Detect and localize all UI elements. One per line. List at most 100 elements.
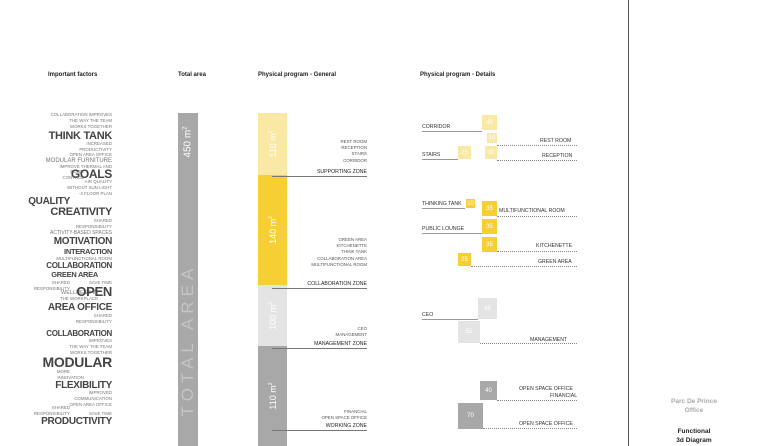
- factor-word: AIR QUALITY: [84, 179, 112, 184]
- total-area-value: 450 m2: [182, 126, 194, 158]
- factor-word: THE WAY THE TEAM: [69, 344, 112, 349]
- supporting-zone-title: SUPPORTING ZONE: [272, 169, 367, 177]
- collaboration-zone-bar: 140 m2: [258, 175, 287, 285]
- factor-word: INNOVATION: [57, 375, 84, 380]
- zone-item: COLLABORATION AREA: [317, 255, 367, 261]
- factor-word: PRODUCTIVITY: [41, 416, 112, 427]
- detail-label-open-space-financial: OPEN SPACE OFFICE: [519, 386, 573, 392]
- detail-box-rest-room: 10: [487, 133, 497, 143]
- detail-label-public-lounge: PUBLIC LOUNGE: [422, 226, 465, 232]
- factor-word: OPEN: [76, 284, 112, 299]
- factor-word: CONTROL: [62, 175, 84, 180]
- detail-box-reception: 30: [485, 146, 497, 159]
- factor-word: NOISE: [70, 169, 84, 174]
- factor-word: OPEN AREA OFFICE: [69, 152, 112, 157]
- detail-label-rest-room: REST ROOM: [540, 138, 572, 144]
- sidebar-divider: [628, 0, 629, 446]
- diagram-title-line: Functional: [677, 428, 711, 435]
- detail-box-stairs: 25: [458, 146, 471, 159]
- factor-word: CREATIVITY: [50, 206, 112, 218]
- detail-box-green-area: 25: [458, 253, 471, 266]
- header-program-general: Physical program - General: [258, 72, 337, 78]
- detail-leader-line: [483, 428, 577, 429]
- detail-label-ceo: CEO: [422, 312, 434, 318]
- detail-box-open-space-financial: 40: [480, 381, 497, 400]
- detail-leader-line: [497, 251, 577, 252]
- factor-word: THE WAY THE TEAM: [69, 118, 112, 123]
- factor-word: COLLABORATION IMPROVES: [50, 112, 112, 117]
- factor-word: PRODUCTIVITY: [79, 147, 112, 152]
- factor-word: WELLNESS IN: [61, 290, 98, 296]
- factor-word: COMMUNICATION: [74, 396, 112, 401]
- zone-item: CORRIDOR: [343, 157, 367, 163]
- detail-box-kitchenette: 35: [482, 237, 497, 252]
- detail-leader-line: [471, 266, 577, 267]
- collaboration-zone-title: COLLABORATION ZONE: [272, 281, 367, 289]
- factor-word: IMPROVES: [88, 338, 112, 343]
- factor-word: WORKS TOGETHER: [69, 350, 112, 355]
- factor-word: -2 FLOOR PLAN: [79, 191, 112, 196]
- factor-word: SHARED: [51, 405, 70, 410]
- detail-box-thinking-tank: 10: [466, 199, 475, 208]
- detail-box-public-lounge: 35: [482, 219, 497, 234]
- project-name-line: Parc De Prince: [671, 398, 717, 405]
- factor-word: WORKS TOGETHER: [69, 124, 112, 129]
- detail-label-multifunctional-room: MULTIFUNCTIONAL ROOM: [499, 208, 565, 214]
- zone-item: CEO: [357, 326, 367, 331]
- detail-underline: [422, 319, 478, 320]
- project-name: Parc De Prince Office: [643, 397, 745, 415]
- detail-leader-line: [497, 400, 577, 401]
- diagram-title: Functional 3d Diagram: [643, 427, 745, 445]
- detail-label-thinking-tank: THINKING TANK: [422, 201, 462, 207]
- project-name-line: Office: [684, 407, 704, 414]
- zone-item: FINANCIAL: [344, 409, 367, 414]
- factor-word: SHARED: [93, 218, 112, 223]
- factor-word: RESPONSIBILITY: [33, 411, 70, 416]
- detail-box-management: 55: [458, 321, 480, 343]
- working-zone-items: FINANCIAL OPEN SPACE OFFICE: [255, 409, 367, 421]
- factor-word: WITHOUT SUN LIGHT: [66, 185, 112, 190]
- detail-label-kitchenette: KITCHENETTE: [536, 243, 573, 249]
- detail-label-open-space-office: OPEN SPACE OFFICE: [519, 421, 573, 427]
- factor-word: IMPROVED: [88, 390, 112, 395]
- detail-leader-line: [497, 160, 577, 161]
- factor-word: MODULAR: [42, 354, 113, 370]
- factor-word: FLEXIBILITY: [55, 380, 112, 391]
- zone-item: KITCHENETTE: [336, 243, 368, 249]
- factor-word: RESPONSIBILITY: [33, 286, 70, 291]
- working-zone-title: WORKING ZONE: [272, 423, 367, 431]
- factors-word-cloud: COLLABORATION IMPROVES THE WAY THE TEAM …: [0, 0, 150, 446]
- collaboration-zone-items: GREEN AREA KITCHENETTE THINK TANK COLLAB…: [255, 237, 367, 268]
- management-zone-title: MANAGEMENT ZONE: [272, 341, 367, 349]
- header-important-factors: Important factors: [48, 72, 98, 78]
- zone-item: STAIRS: [351, 151, 367, 157]
- detail-label-stairs: STAIRS: [422, 152, 441, 158]
- factor-word: COLLABORATION: [46, 261, 112, 270]
- total-area-label: TOTAL AREA: [178, 263, 197, 417]
- header-program-details: Physical program - Details: [420, 72, 496, 78]
- factor-word: GOALS: [70, 167, 112, 181]
- supporting-zone-bar: 110 m2: [258, 113, 287, 175]
- factor-word: MULTIFUNCTIONAL ROOM: [56, 256, 112, 261]
- detail-label-corridor: CORRIDOR: [422, 124, 451, 130]
- factor-word: THINK TANK: [48, 130, 113, 142]
- supporting-zone-items: REST ROOM RECEPTION STAIRS CORRIDOR: [255, 139, 367, 164]
- factor-word: INCREASED: [86, 141, 112, 146]
- detail-label-green-area: GREEN AREA: [538, 259, 572, 265]
- zone-item: MANAGEMENT: [335, 332, 367, 338]
- factor-word: SAVE TIME: [88, 411, 112, 416]
- factor-word: QUALITY: [28, 196, 70, 207]
- factor-word: GREEN AREA: [51, 270, 98, 279]
- detail-underline: [422, 159, 458, 160]
- working-zone-bar: 110 m2: [258, 346, 287, 446]
- detail-underline: [422, 233, 482, 234]
- total-area-bar: [178, 113, 198, 446]
- detail-label-reception: RECEPTION: [542, 153, 573, 159]
- factor-word: SHARED: [51, 280, 70, 285]
- factor-word: RESPONSIBILITY: [75, 319, 112, 324]
- factor-word: SAVE TIME: [88, 280, 112, 285]
- factor-word: ACTIVITY-BASED SPACES: [50, 230, 112, 236]
- header-total-area: Total area: [178, 72, 206, 78]
- detail-box-multifunctional-room: 35: [482, 201, 497, 216]
- factor-word: AREA OFFICE: [47, 302, 112, 313]
